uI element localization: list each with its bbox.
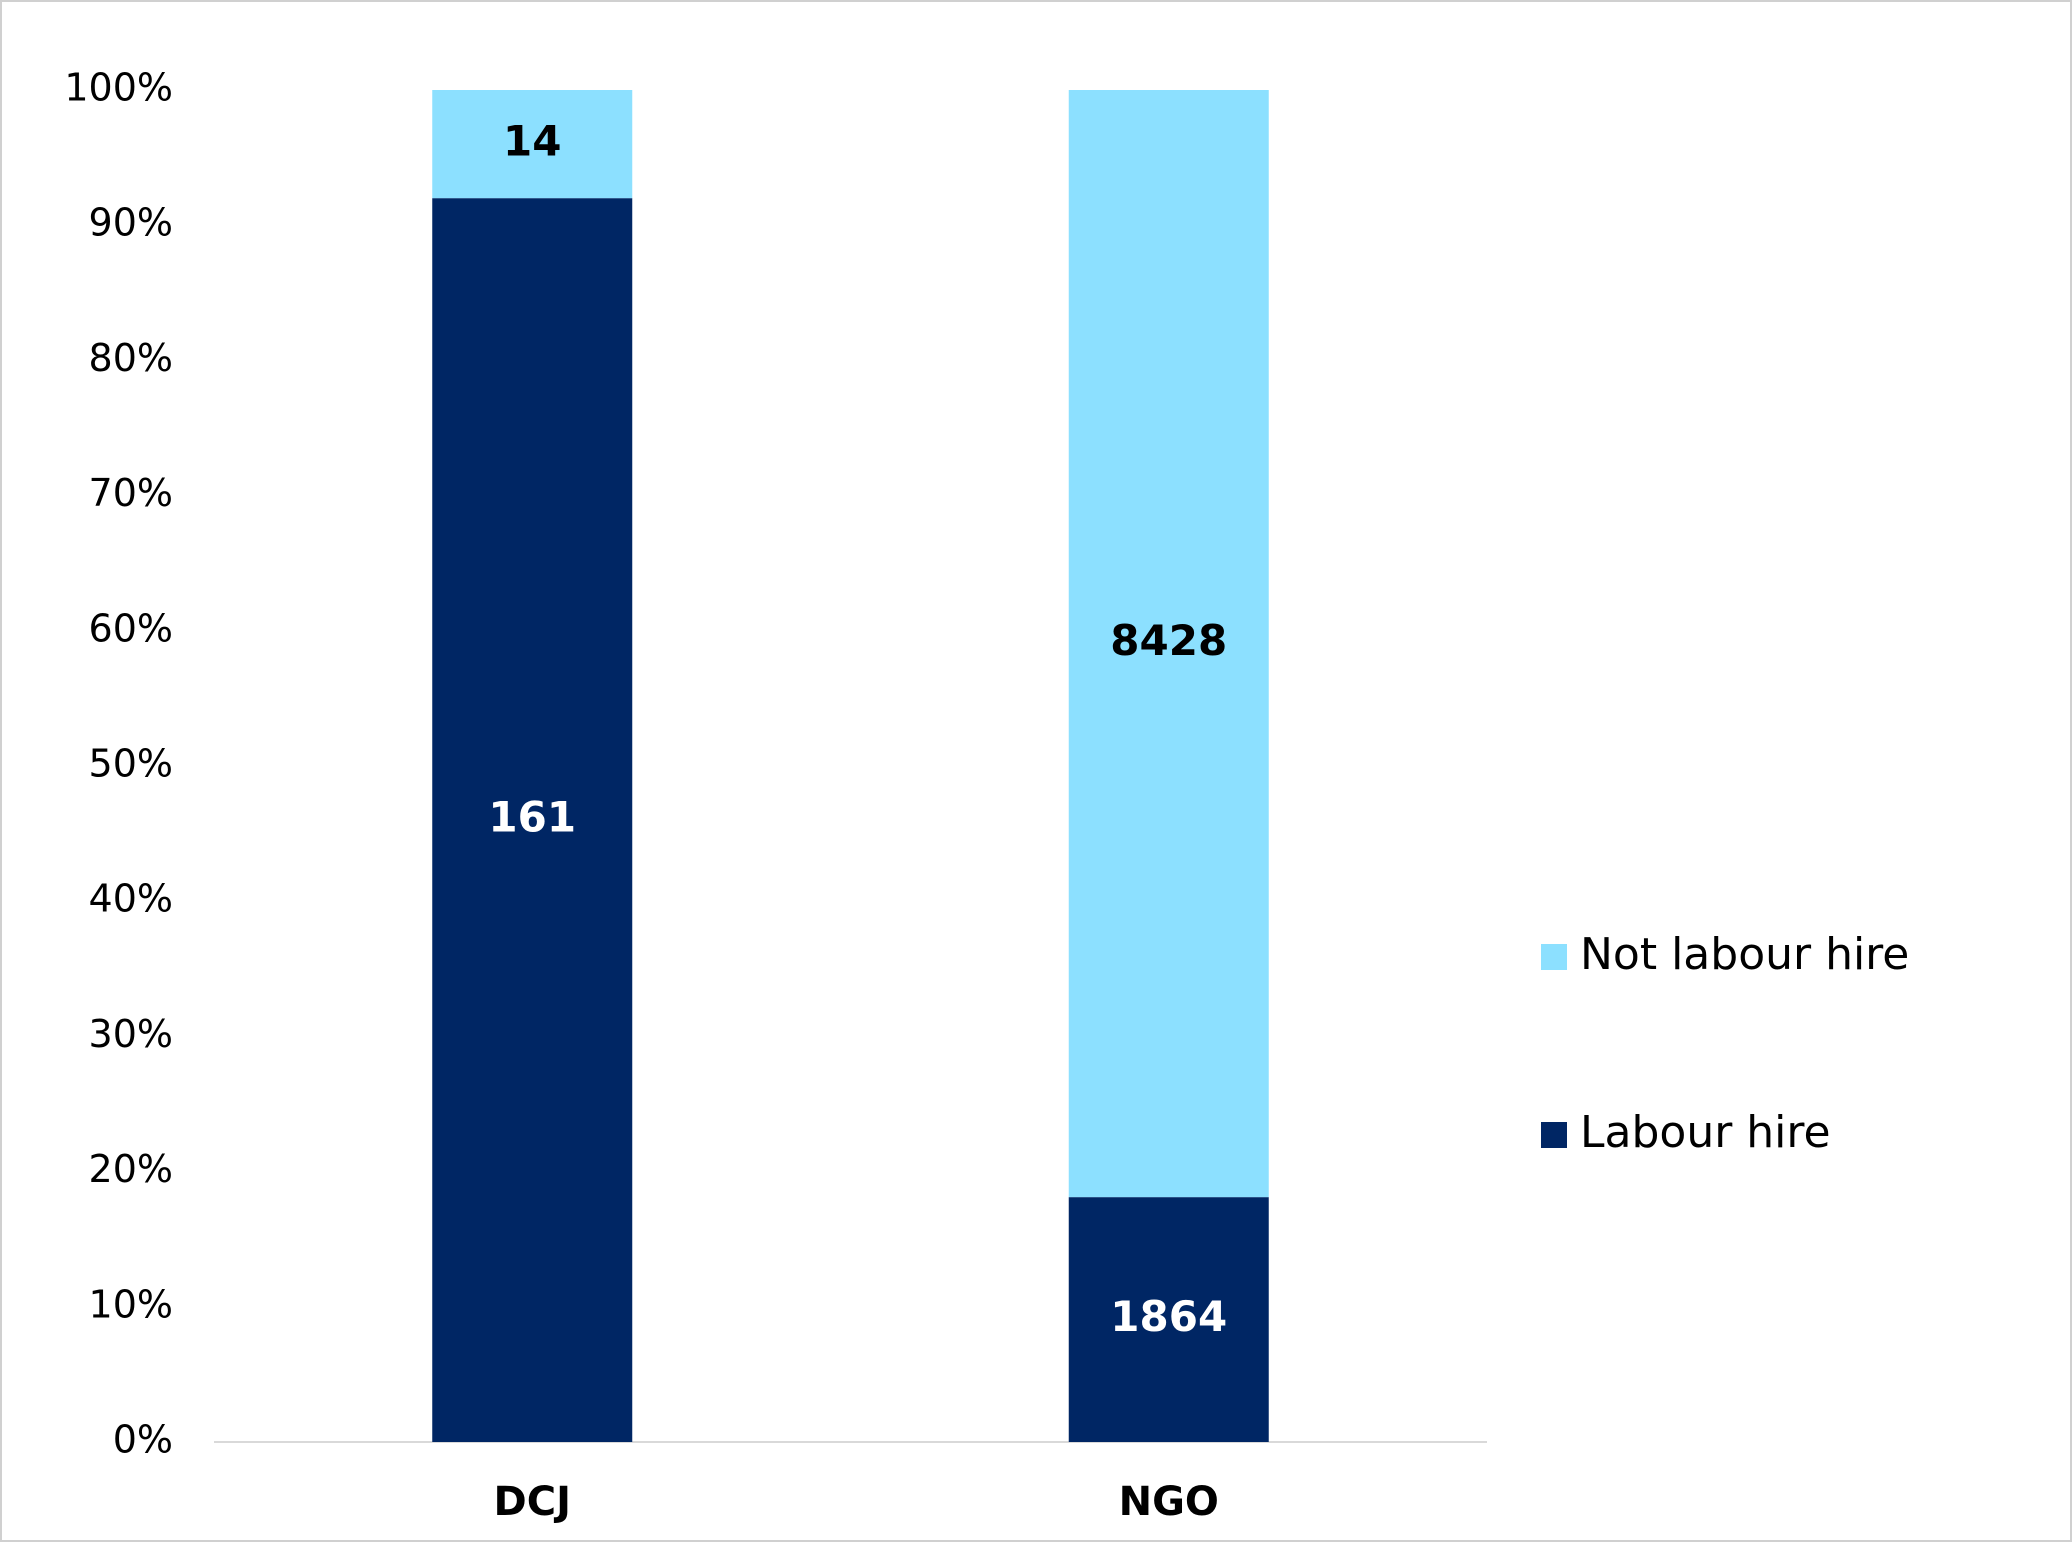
bar-segment <box>432 90 633 199</box>
y-tick-label: 30% <box>89 1012 173 1056</box>
bar-segment <box>1068 90 1269 1198</box>
y-tick-label: 80% <box>89 336 173 380</box>
y-tick-label: 10% <box>89 1282 173 1326</box>
y-tick-label: 40% <box>89 877 173 921</box>
x-tick-label: DCJ <box>494 1479 571 1525</box>
legend-label: Not labour hire <box>1580 929 1909 980</box>
y-tick-label: 60% <box>89 606 173 650</box>
bar-segment <box>1068 1197 1269 1442</box>
y-tick-label: 70% <box>89 471 173 515</box>
y-tick-label: 50% <box>89 742 173 786</box>
legend-swatch <box>1541 1122 1567 1148</box>
y-tick-label: 100% <box>64 66 173 110</box>
legend-label: Labour hire <box>1580 1107 1831 1158</box>
data-label: 161 <box>488 793 576 842</box>
y-tick-label: 20% <box>89 1147 173 1191</box>
legend-swatch <box>1541 944 1567 970</box>
data-label: 14 <box>503 117 561 166</box>
bar-segment <box>432 198 633 1442</box>
y-tick-label: 90% <box>89 201 173 245</box>
data-label: 8428 <box>1110 616 1227 665</box>
y-tick-label: 0% <box>113 1418 173 1462</box>
data-label: 1864 <box>1110 1292 1227 1341</box>
x-tick-label: NGO <box>1119 1479 1219 1525</box>
